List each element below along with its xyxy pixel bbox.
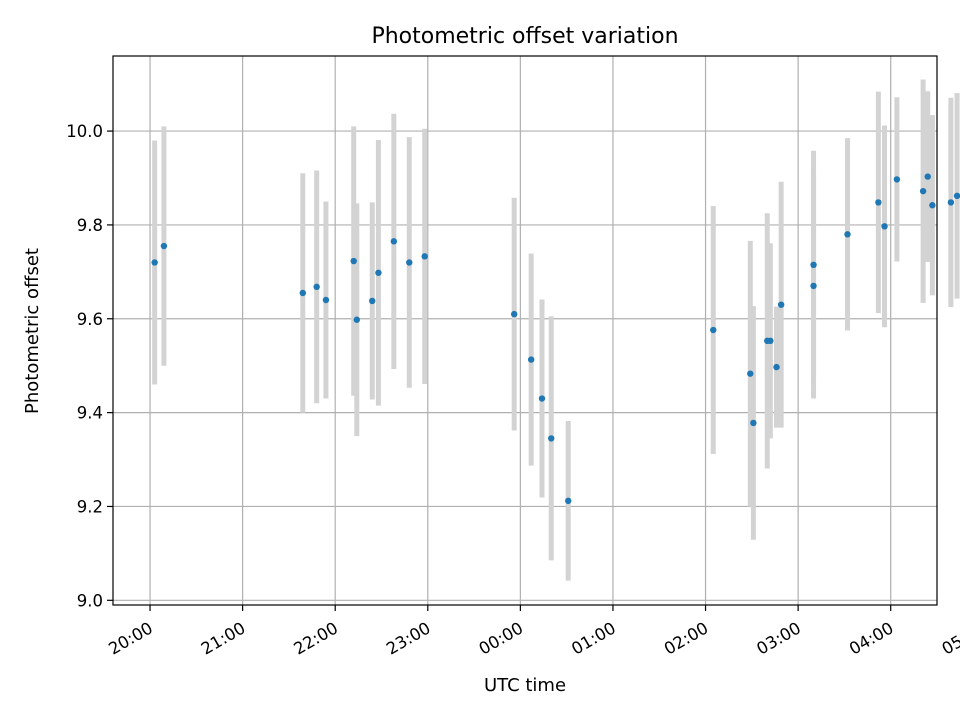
data-point	[767, 337, 774, 345]
data-point	[406, 259, 413, 266]
y-axis-ticks: 9.0 9.2 9.4 9.6 9.8 10.0	[66, 122, 113, 610]
chart-title: Photometric offset variation	[371, 24, 678, 49]
data-point	[777, 301, 785, 308]
y-axis-label: Photometric offset	[22, 248, 43, 414]
data-point	[844, 231, 851, 238]
plot-frame	[112, 55, 938, 606]
data-point	[773, 363, 780, 371]
data-point	[924, 173, 931, 180]
y-tick-label: 9.0	[77, 591, 103, 610]
data-point	[747, 370, 754, 377]
y-tick-label: 9.8	[77, 216, 103, 235]
y-tick-label: 9.2	[77, 497, 103, 516]
data-point	[810, 261, 817, 269]
x-axis-label: UTC time	[484, 675, 566, 696]
data-point	[548, 435, 555, 442]
data-point	[538, 395, 546, 402]
data-point	[565, 497, 572, 505]
data-point	[929, 202, 936, 209]
data-point	[313, 283, 320, 291]
data-point	[299, 289, 306, 297]
y-tick-label: 9.4	[77, 404, 103, 423]
data-point	[353, 316, 361, 323]
data-point	[350, 257, 357, 265]
data-point	[369, 297, 376, 305]
data-markers	[151, 173, 960, 505]
data-point	[953, 192, 960, 200]
y-tick-label: 9.6	[77, 310, 103, 329]
data-point	[947, 199, 955, 206]
data-point	[750, 419, 757, 427]
data-point	[881, 223, 888, 230]
data-point	[421, 253, 428, 260]
data-point	[390, 238, 398, 245]
data-point	[322, 296, 330, 304]
data-point	[893, 176, 901, 183]
data-point	[160, 242, 168, 250]
data-point	[510, 310, 518, 318]
grid	[113, 56, 937, 605]
data-point	[151, 259, 158, 266]
data-point	[875, 199, 882, 206]
data-point	[527, 356, 535, 363]
data-point	[375, 269, 382, 276]
data-point	[710, 326, 717, 334]
y-tick-label: 10.0	[66, 122, 103, 141]
data-point	[810, 282, 817, 290]
data-point	[919, 187, 927, 195]
